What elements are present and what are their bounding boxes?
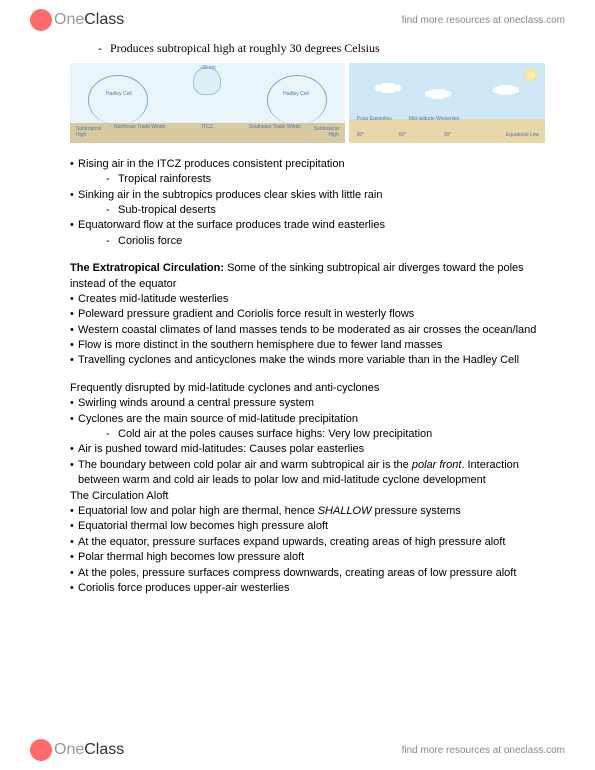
bullets-extratropical-2: Flow is more distinct in the southern he… [70,338,545,353]
list-item: Western coastal climates of land masses … [70,323,545,338]
page-footer: OneClass find more resources at oneclass… [0,730,595,770]
diag-label: Southeast Trade Winds [249,124,301,131]
list-item: At the poles, pressure surfaces compress… [70,566,545,581]
list-item: Flow is more distinct in the southern he… [70,338,545,353]
item-text-post: pressure systems [372,505,461,517]
page-header: OneClass find more resources at oneclass… [0,0,595,40]
sub-item: Coriolis force [78,234,545,249]
item-text: Rising air in the ITCZ produces consiste… [78,158,345,170]
list-item: Equatorward flow at the surface produces… [70,218,545,249]
bullets-extratropical-3: Travelling cyclones and anticyclones mak… [70,353,545,368]
list-item: Travelling cyclones and anticyclones mak… [70,353,545,368]
cloud-icon [379,83,397,93]
bullets-cyclones: Swirling winds around a central pressure… [70,396,545,411]
aloft-heading: The Circulation Aloft [70,489,545,504]
header-link[interactable]: find more resources at oneclass.com [402,15,565,26]
document-body: Produces subtropical high at roughly 30 … [0,40,595,596]
item-text-pre: Equatorial low and polar high are therma… [78,505,318,517]
list-item: Coriolis force produces upper-air wester… [70,581,545,596]
brand-logo-footer: OneClass [30,739,124,761]
section-heading: The Extratropical Circulation: [70,262,224,274]
list-item: Cyclones are the main source of mid-lati… [70,412,545,443]
list-item: Equatorial thermal low becomes high pres… [70,519,545,534]
list-item: Sinking air in the subtropics produces c… [70,188,545,219]
diagram-row: ~30 km Hadley Cell Hadley Cell Subtropic… [70,63,545,143]
cell-label: Hadley Cell [106,91,132,98]
hadley-cell-diagram: ~30 km Hadley Cell Hadley Cell Subtropic… [70,63,345,143]
cell-arc-right-icon [267,75,327,125]
list-item: Equatorial low and polar high are therma… [70,504,545,519]
diag-label: ITCZ [202,124,213,131]
logo-text: OneClass [54,741,124,759]
list-item: Swirling winds around a central pressure… [70,396,545,411]
global-winds-diagram: Polar Easterlies Mid-latitude Westerlies… [349,63,545,143]
bullets-cyclones-2: Cyclones are the main source of mid-lati… [70,412,545,489]
diag-label: Mid-latitude Westerlies [409,116,459,123]
sun-icon [525,69,537,81]
item-text-italic: SHALLOW [318,505,372,517]
logo-circle-icon [30,739,52,761]
cloud-icon [429,89,447,99]
freq-line: Frequently disrupted by mid-latitude cyc… [70,381,545,396]
extratropical-section: The Extratropical Circulation: Some of t… [70,261,545,369]
diag-label: Equatorial Low [506,132,539,139]
item-text: Sinking air in the subtropics produces c… [78,189,382,201]
list-item: Creates mid-latitude westerlies [70,292,545,307]
diag-label: 60° [399,132,407,139]
diag-label: High [328,132,338,139]
diag-label: Polar Easterlies [357,116,392,123]
sub-item: Tropical rainforests [78,172,545,187]
intro-subpoint: Produces subtropical high at roughly 30 … [70,40,545,57]
globe-icon [191,67,223,107]
sub-item: Sub-tropical deserts [78,203,545,218]
item-text: Cyclones are the main source of mid-lati… [78,413,358,425]
footer-link[interactable]: find more resources at oneclass.com [402,745,565,756]
list-item: Polar thermal high becomes low pressure … [70,550,545,565]
cell-label: Hadley Cell [283,91,309,98]
list-item: The boundary between cold polar air and … [70,458,545,489]
list-item: Poleward pressure gradient and Coriolis … [70,307,545,322]
diag-label: 30° [444,132,452,139]
item-text-italic: polar front [412,459,462,471]
item-text-pre: The boundary between cold polar air and … [78,459,412,471]
list-item: At the equator, pressure surfaces expand… [70,535,545,550]
cell-arc-left-icon [88,75,148,125]
bullets-itcz: Rising air in the ITCZ produces consiste… [70,157,545,249]
diag-label: 90° [357,132,365,139]
logo-text: OneClass [54,11,124,29]
list-item: Air is pushed toward mid-latitudes: Caus… [70,442,545,457]
brand-logo: OneClass [30,9,124,31]
cloud-icon [497,85,515,95]
logo-circle-icon [30,9,52,31]
diag-label: Northeast Trade Winds [114,124,165,131]
bullets-extratropical: Creates mid-latitude westerlies Poleward… [70,292,545,338]
item-text: Equatorward flow at the surface produces… [78,219,385,231]
sub-item: Cold air at the poles causes surface hig… [78,427,545,442]
diag-label: High [76,132,86,139]
diag-label: ~30 km [199,65,216,72]
list-item: Rising air in the ITCZ produces consiste… [70,157,545,188]
bullets-aloft: Equatorial low and polar high are therma… [70,504,545,596]
